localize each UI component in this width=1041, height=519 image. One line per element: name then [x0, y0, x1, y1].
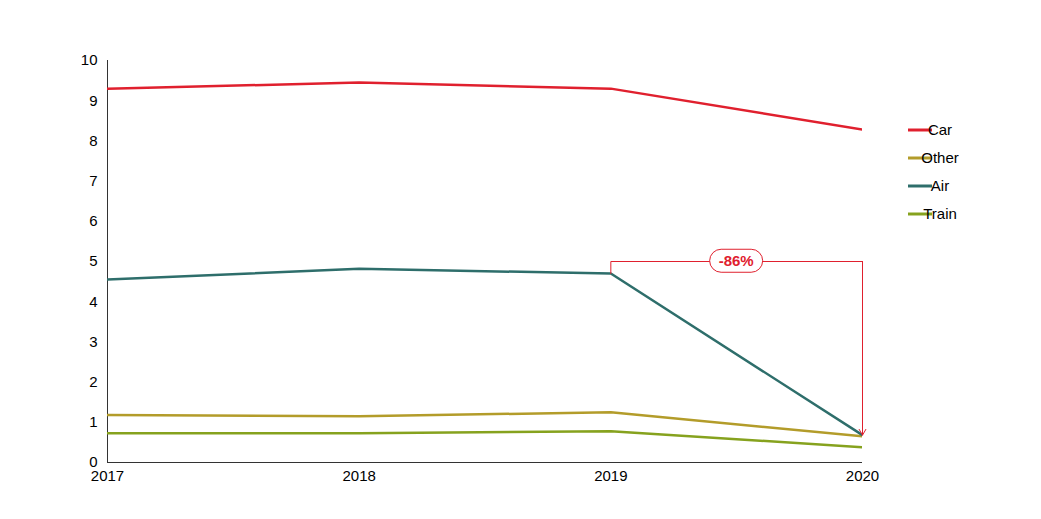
svg-text:Train: Train [923, 205, 957, 222]
svg-text:2017: 2017 [91, 467, 124, 484]
svg-text:2018: 2018 [342, 467, 375, 484]
svg-text:9: 9 [89, 92, 97, 109]
svg-text:3: 3 [89, 333, 97, 350]
svg-text:10: 10 [81, 51, 98, 68]
svg-text:7: 7 [89, 172, 97, 189]
svg-text:Car: Car [928, 121, 952, 138]
svg-text:Other: Other [921, 149, 959, 166]
svg-text:2019: 2019 [594, 467, 627, 484]
svg-text:-86%: -86% [719, 252, 754, 269]
svg-text:1: 1 [89, 413, 97, 430]
svg-text:6: 6 [89, 212, 97, 229]
svg-text:2: 2 [89, 373, 97, 390]
svg-text:Air: Air [931, 177, 949, 194]
svg-text:0: 0 [89, 453, 98, 471]
svg-text:2020: 2020 [846, 467, 879, 484]
svg-text:4: 4 [89, 293, 97, 310]
svg-text:8: 8 [89, 132, 97, 149]
svg-text:5: 5 [89, 252, 97, 269]
